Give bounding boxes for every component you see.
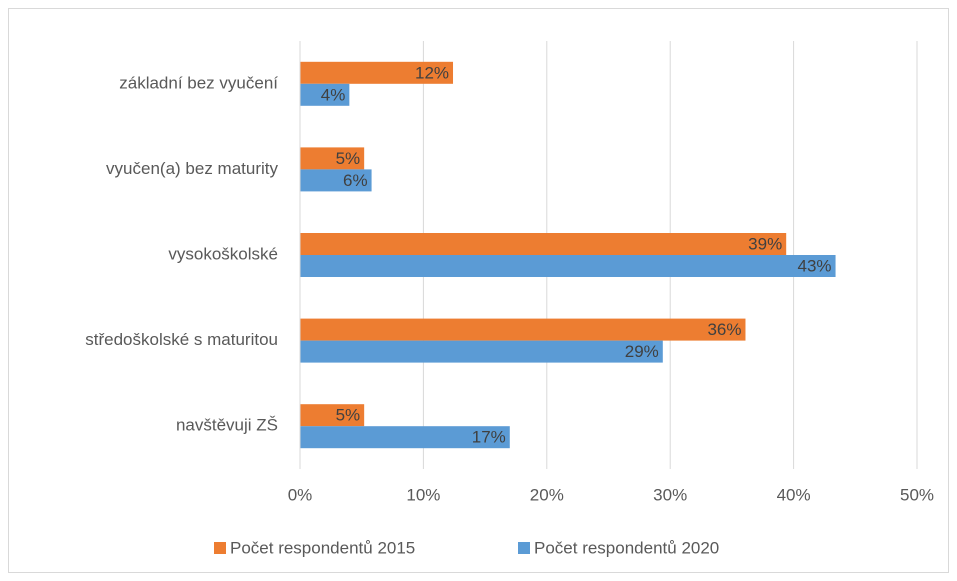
value-label: 6% [343, 171, 368, 190]
bar [300, 255, 836, 277]
legend-label: Počet respondentů 2015 [230, 538, 415, 557]
bar [300, 340, 663, 363]
bar [300, 83, 350, 106]
bar [300, 426, 510, 449]
bar [300, 233, 787, 255]
value-label: 36% [707, 320, 741, 339]
value-label: 39% [748, 234, 782, 253]
bar [300, 169, 372, 192]
value-label: 43% [798, 256, 832, 275]
value-label: 17% [472, 428, 506, 447]
category-label: navštěvuji ZŠ [176, 416, 278, 435]
value-label: 29% [625, 342, 659, 361]
legend-label: Počet respondentů 2020 [534, 538, 719, 557]
bar [300, 404, 365, 427]
x-tick-label: 20% [530, 485, 564, 504]
legend-swatch [518, 542, 530, 554]
value-label: 5% [336, 149, 361, 168]
category-label: středoškolské s maturitou [85, 330, 278, 349]
value-label: 4% [321, 85, 346, 104]
category-label: vyučen(a) bez maturity [106, 159, 278, 178]
bar [300, 61, 454, 84]
x-tick-label: 30% [653, 485, 687, 504]
x-tick-label: 40% [777, 485, 811, 504]
x-tick-label: 10% [406, 485, 440, 504]
chart-frame [8, 8, 949, 573]
x-tick-label: 50% [900, 485, 934, 504]
category-label: základní bez vyučení [119, 73, 278, 92]
category-label: vysokoškolské [168, 244, 278, 263]
x-tick-label: 0% [288, 485, 313, 504]
bar [300, 147, 365, 170]
value-label: 5% [336, 406, 361, 425]
bar [300, 318, 746, 341]
legend-swatch [214, 542, 226, 554]
value-label: 12% [415, 63, 449, 82]
